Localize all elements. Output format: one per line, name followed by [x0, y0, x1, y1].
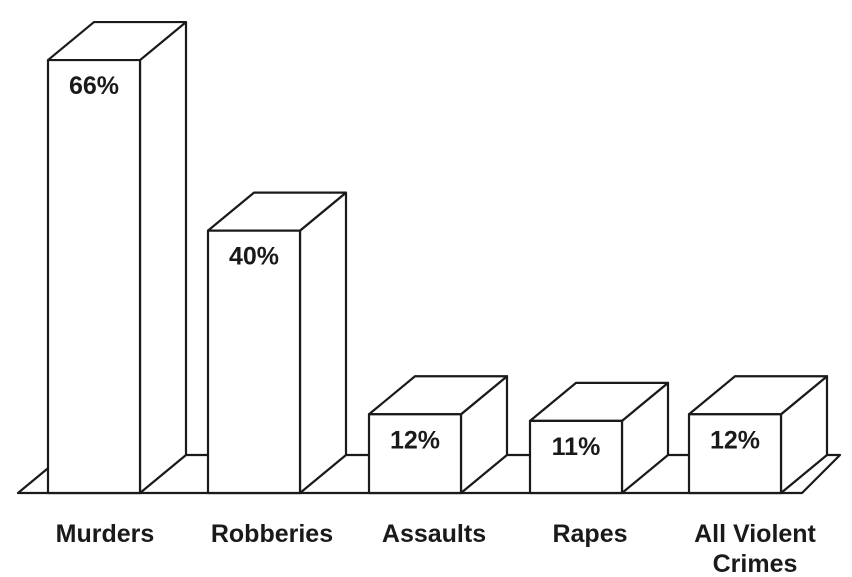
bar-side-face	[298, 191, 348, 495]
bar: 66%	[46, 20, 188, 495]
bar-front-face	[46, 58, 142, 495]
data-label: 12%	[390, 426, 440, 454]
category-label: Murders	[56, 520, 155, 548]
bar-front-face	[528, 419, 624, 495]
bar: 12%	[367, 375, 509, 495]
data-label: 12%	[710, 426, 760, 454]
bar-side-face	[138, 20, 188, 495]
bar: 12%	[687, 375, 829, 495]
category-label-line: Robberies	[211, 520, 333, 548]
bar-front-face	[367, 413, 463, 495]
data-label: 40%	[229, 243, 279, 271]
bar: 40%	[206, 191, 348, 495]
category-label: Robberies	[211, 520, 333, 548]
category-label: Rapes	[552, 520, 627, 548]
data-label: 66%	[69, 72, 119, 100]
data-label: 11%	[552, 433, 601, 461]
category-labels: Murders Robberies Assaults Rapes All Violent…	[56, 520, 817, 577]
category-label-line: Murders	[56, 520, 155, 548]
category-label: Assaults	[382, 520, 486, 548]
bar-front-face	[687, 413, 783, 495]
category-label: All Violent Crimes	[694, 520, 816, 577]
category-label-line: Rapes	[552, 520, 627, 548]
bar: 11%	[528, 381, 670, 495]
bar-front-face	[206, 229, 302, 495]
category-label-line: All Violent	[694, 520, 816, 548]
category-label-line: Assaults	[382, 520, 486, 548]
bars: 66% 40% 12% 11% 12%	[46, 20, 829, 495]
category-label-line: Crimes	[713, 550, 798, 577]
